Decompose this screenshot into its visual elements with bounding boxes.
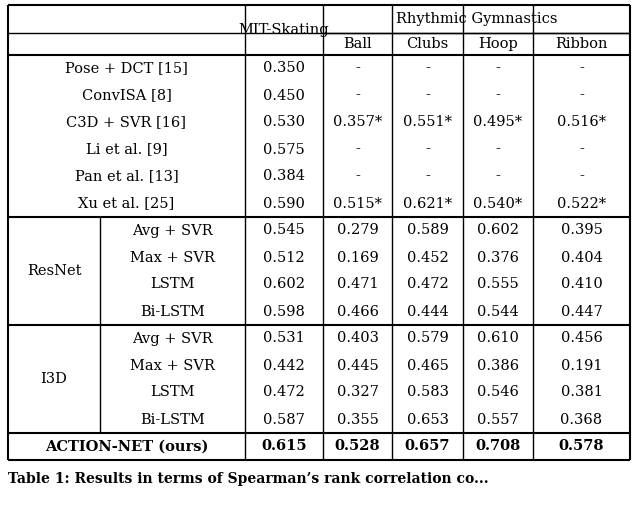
Text: -: - xyxy=(355,170,360,184)
Text: MIT-Skating: MIT-Skating xyxy=(239,23,330,37)
Text: 0.355: 0.355 xyxy=(337,413,378,427)
Text: 0.515*: 0.515* xyxy=(333,197,382,211)
Text: LSTM: LSTM xyxy=(150,278,195,292)
Text: 0.445: 0.445 xyxy=(337,359,378,373)
Text: 0.602: 0.602 xyxy=(263,278,305,292)
Text: 0.555: 0.555 xyxy=(477,278,519,292)
Text: 0.610: 0.610 xyxy=(477,332,519,346)
Text: 0.495*: 0.495* xyxy=(474,116,523,130)
Text: 0.708: 0.708 xyxy=(476,440,520,454)
Text: Avg + SVR: Avg + SVR xyxy=(132,332,213,346)
Text: 0.381: 0.381 xyxy=(561,386,602,400)
Text: -: - xyxy=(579,89,584,102)
Text: Bi-LSTM: Bi-LSTM xyxy=(140,305,205,319)
Text: 0.357*: 0.357* xyxy=(333,116,382,130)
Text: -: - xyxy=(495,143,500,157)
Text: 0.368: 0.368 xyxy=(561,413,603,427)
Text: 0.395: 0.395 xyxy=(561,224,602,238)
Text: I3D: I3D xyxy=(40,372,67,386)
Text: 0.169: 0.169 xyxy=(337,251,378,265)
Text: ResNet: ResNet xyxy=(27,264,81,278)
Text: Table 1: Results in terms of Spearman’s rank correlation co...: Table 1: Results in terms of Spearman’s … xyxy=(8,472,488,486)
Text: -: - xyxy=(355,89,360,102)
Text: 0.528: 0.528 xyxy=(335,440,380,454)
Text: 0.403: 0.403 xyxy=(337,332,378,346)
Text: Max + SVR: Max + SVR xyxy=(130,359,215,373)
Text: 0.327: 0.327 xyxy=(337,386,378,400)
Text: 0.442: 0.442 xyxy=(263,359,305,373)
Text: 0.386: 0.386 xyxy=(477,359,519,373)
Text: 0.544: 0.544 xyxy=(477,305,519,319)
Text: Bi-LSTM: Bi-LSTM xyxy=(140,413,205,427)
Text: 0.589: 0.589 xyxy=(406,224,449,238)
Text: -: - xyxy=(425,61,430,75)
Text: -: - xyxy=(579,143,584,157)
Text: 0.465: 0.465 xyxy=(406,359,449,373)
Text: ConvISA [8]: ConvISA [8] xyxy=(81,89,172,102)
Text: 0.450: 0.450 xyxy=(263,89,305,102)
Text: -: - xyxy=(495,89,500,102)
Text: 0.540*: 0.540* xyxy=(474,197,523,211)
Text: 0.452: 0.452 xyxy=(406,251,449,265)
Text: 0.466: 0.466 xyxy=(337,305,378,319)
Text: Pose + DCT [15]: Pose + DCT [15] xyxy=(65,61,188,75)
Text: ACTION-NET (ours): ACTION-NET (ours) xyxy=(45,440,208,454)
Text: -: - xyxy=(495,61,500,75)
Text: 0.557: 0.557 xyxy=(477,413,519,427)
Text: Ball: Ball xyxy=(343,37,372,51)
Text: 0.384: 0.384 xyxy=(263,170,305,184)
Text: 0.575: 0.575 xyxy=(263,143,305,157)
Text: 0.657: 0.657 xyxy=(404,440,451,454)
Text: 0.598: 0.598 xyxy=(263,305,305,319)
Text: 0.376: 0.376 xyxy=(477,251,519,265)
Text: -: - xyxy=(425,143,430,157)
Text: -: - xyxy=(579,61,584,75)
Text: Hoop: Hoop xyxy=(478,37,518,51)
Text: Xu et al. [25]: Xu et al. [25] xyxy=(78,197,175,211)
Text: 0.587: 0.587 xyxy=(263,413,305,427)
Text: 0.653: 0.653 xyxy=(406,413,449,427)
Text: -: - xyxy=(355,61,360,75)
Text: 0.191: 0.191 xyxy=(561,359,602,373)
Text: 0.615: 0.615 xyxy=(261,440,307,454)
Text: -: - xyxy=(425,170,430,184)
Text: Pan et al. [13]: Pan et al. [13] xyxy=(75,170,179,184)
Text: 0.472: 0.472 xyxy=(263,386,305,400)
Text: C3D + SVR [16]: C3D + SVR [16] xyxy=(67,116,186,130)
Text: 0.512: 0.512 xyxy=(263,251,305,265)
Text: 0.456: 0.456 xyxy=(561,332,602,346)
Text: 0.578: 0.578 xyxy=(559,440,604,454)
Text: Ribbon: Ribbon xyxy=(556,37,608,51)
Text: 0.530: 0.530 xyxy=(263,116,305,130)
Text: Li et al. [9]: Li et al. [9] xyxy=(86,143,167,157)
Text: 0.410: 0.410 xyxy=(561,278,602,292)
Text: Max + SVR: Max + SVR xyxy=(130,251,215,265)
Text: 0.471: 0.471 xyxy=(337,278,378,292)
Text: 0.602: 0.602 xyxy=(477,224,519,238)
Text: 0.279: 0.279 xyxy=(337,224,378,238)
Text: 0.516*: 0.516* xyxy=(557,116,606,130)
Text: Clubs: Clubs xyxy=(406,37,449,51)
Text: Avg + SVR: Avg + SVR xyxy=(132,224,213,238)
Text: LSTM: LSTM xyxy=(150,386,195,400)
Text: 0.447: 0.447 xyxy=(561,305,602,319)
Text: 0.472: 0.472 xyxy=(406,278,449,292)
Text: 0.551*: 0.551* xyxy=(403,116,452,130)
Text: Rhythmic Gymnastics: Rhythmic Gymnastics xyxy=(396,12,557,26)
Text: -: - xyxy=(579,170,584,184)
Text: 0.531: 0.531 xyxy=(263,332,305,346)
Text: 0.350: 0.350 xyxy=(263,61,305,75)
Text: -: - xyxy=(495,170,500,184)
Text: -: - xyxy=(425,89,430,102)
Text: 0.579: 0.579 xyxy=(406,332,449,346)
Text: -: - xyxy=(355,143,360,157)
Text: 0.545: 0.545 xyxy=(263,224,305,238)
Text: 0.590: 0.590 xyxy=(263,197,305,211)
Text: 0.621*: 0.621* xyxy=(403,197,452,211)
Text: 0.404: 0.404 xyxy=(561,251,602,265)
Text: 0.583: 0.583 xyxy=(406,386,449,400)
Text: 0.546: 0.546 xyxy=(477,386,519,400)
Text: 0.444: 0.444 xyxy=(406,305,449,319)
Text: 0.522*: 0.522* xyxy=(557,197,606,211)
